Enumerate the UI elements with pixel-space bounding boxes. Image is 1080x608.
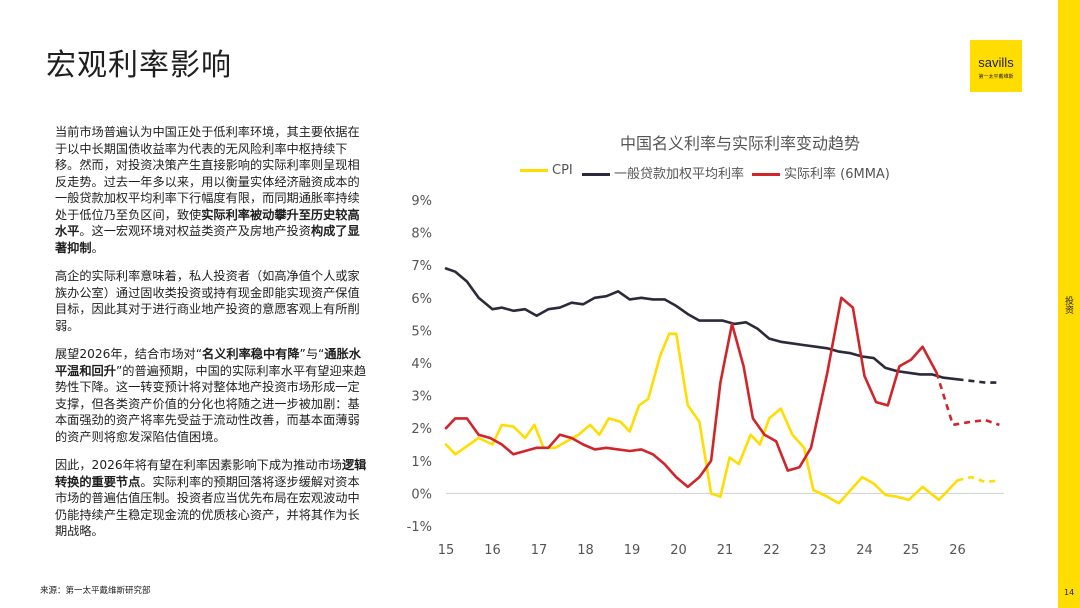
x-tick-label: 18 <box>577 543 594 558</box>
legend-label-loan-rate: 一般贷款加权平均利率 <box>614 167 745 182</box>
x-tick-label: 17 <box>531 543 548 558</box>
y-tick-label: 6% <box>411 292 432 307</box>
legend-swatch-loan-rate <box>582 173 610 176</box>
paragraph-4: 因此，2026年将有望在利率因素影响下成为推动市场逻辑转换的重要节点。实际利率的… <box>55 457 371 540</box>
page-title: 宏观利率影响 <box>46 48 232 83</box>
paragraph-1: 当前市场普遍认为中国正处于低利率环境，其主要依据在于以中长期国债收益率为代表的无… <box>55 124 371 256</box>
legend-item-real-rate: 实际利率 (6MMA) <box>752 163 890 182</box>
savills-logo: savills 第一太平戴维斯 <box>970 40 1022 92</box>
line-chart: -1% 0% 1% 2% 3% 4% 5% 6% 7% 8% 9% 15 16 17 18 19 20 21 22 2… <box>407 194 1004 558</box>
x-tick-label: 19 <box>624 543 641 558</box>
logo-brand: savills <box>978 55 1014 70</box>
x-tick-label: 25 <box>903 543 920 558</box>
y-tick-label: 4% <box>411 357 432 372</box>
text-run: 高企的实际利率意味着，私人投资者（如高净值个人或家族办公室）通过固收类投资或持有… <box>55 269 360 333</box>
y-tick-label: 8% <box>411 227 432 242</box>
series-forecast-0 <box>957 475 1000 484</box>
legend-item-loan-rate: 一般贷款加权平均利率 <box>582 163 744 182</box>
text-run-bold: 逻辑转换的重要节点 <box>55 458 367 489</box>
x-tick-label: 16 <box>484 543 501 558</box>
legend-label-real-rate: 实际利率 (6MMA) <box>784 167 890 182</box>
text-run-bold: 实际利率被动攀升至历史较高水平 <box>55 207 360 239</box>
paragraph-2: 高企的实际利率意味着，私人投资者（如高净值个人或家族办公室）通过固收类投资或持有… <box>55 268 371 334</box>
text-run: 。 <box>91 240 104 255</box>
y-tick-label: 2% <box>411 422 432 437</box>
y-tick-label: 1% <box>411 455 432 470</box>
page-number: 14 <box>1064 588 1075 597</box>
y-tick-label: 9% <box>411 194 432 209</box>
text-run: 当前市场普遍认为中国正处于低利率环境，其主要依据在于以中长期国债收益率为代表的无… <box>55 125 360 222</box>
text-run-bold: 通胀水平温和回升 <box>55 347 361 378</box>
x-tick-label: 23 <box>810 543 827 558</box>
legend-label-cpi: CPI <box>552 163 573 178</box>
legend-item-cpi: CPI <box>520 163 573 178</box>
x-tick-label: 24 <box>856 543 873 558</box>
section-label: 投资 <box>1063 296 1073 314</box>
body-text: 当前市场普遍认为中国正处于低利率环境，其主要依据在于以中长期国债收益率为代表的无… <box>55 124 371 552</box>
x-tick-label: 15 <box>438 543 455 558</box>
legend-swatch-real-rate <box>752 173 780 176</box>
text-run: ”的普遍预期，中国的实际利率水平有望迎来趋势性下降。这一转变预计将对整体地产投资… <box>55 363 367 444</box>
side-accent-bar <box>1058 0 1080 608</box>
chart-title: 中国名义利率与实际利率变动趋势 <box>619 134 860 153</box>
text-run: 。实际利率的预期回落将逐步缓解对资本市场的普遍估值压制。投资者应当优先布局在宏观… <box>55 474 360 539</box>
text-run: 。这一宏观环境对权益类资产及房地产投资 <box>79 224 311 238</box>
text-run: ”与“ <box>299 347 325 361</box>
series-line-0 <box>444 332 959 505</box>
paragraph-3: 展望2026年，结合市场对“名义利率稳中有降”与“通胀水平温和回升”的普遍预期，… <box>55 346 371 445</box>
y-tick-label: 5% <box>411 324 432 339</box>
y-tick-label: 3% <box>411 390 432 405</box>
series-forecast-1 <box>957 378 1000 384</box>
text-run-bold: 名义利率稳中有降 <box>202 347 300 361</box>
series-forecast-2 <box>935 372 1000 427</box>
series-line-2 <box>444 296 938 489</box>
y-tick-label: 7% <box>411 259 432 274</box>
source-note: 来源：第一太平戴维斯研究部 <box>40 586 151 596</box>
legend-swatch-cpi <box>520 169 548 172</box>
y-tick-label: -1% <box>407 520 432 535</box>
text-run-bold: 构成了显著抑制 <box>55 224 360 255</box>
logo-sub: 第一太平戴维斯 <box>978 74 1014 80</box>
x-tick-label: 26 <box>949 543 966 558</box>
text-run: 展望2026年，结合市场对“ <box>55 347 203 361</box>
y-tick-label: 0% <box>411 487 432 502</box>
text-run: 因此，2026年将有望在利率因素影响下成为推动市场 <box>55 458 342 472</box>
x-tick-label: 22 <box>763 543 780 558</box>
x-tick-label: 20 <box>670 543 687 558</box>
x-tick-label: 21 <box>717 543 734 558</box>
series-line-1 <box>444 267 959 381</box>
